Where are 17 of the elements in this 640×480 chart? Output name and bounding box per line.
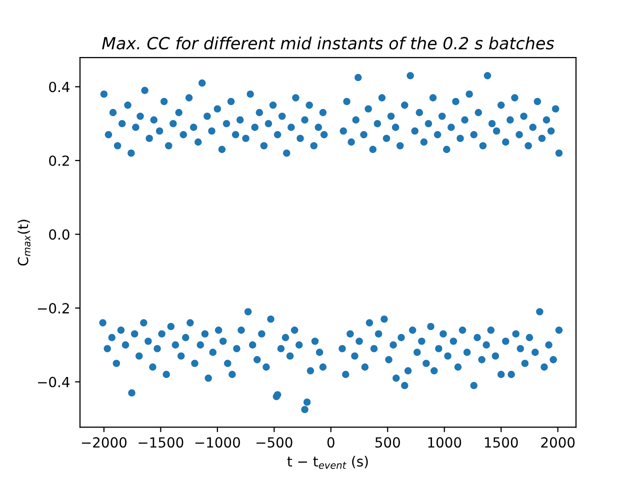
y-tick-label: −0.4 xyxy=(38,376,70,388)
chart-title: Max. CC for different mid instants of the 0.2 s batches xyxy=(102,36,554,50)
x-tick-label: 0 xyxy=(327,437,334,448)
y-tick-label: −0.2 xyxy=(38,303,69,314)
x-tick-label: 2000 xyxy=(541,437,575,448)
x-tick-label: −2000 xyxy=(82,437,127,448)
x-axis-title: t − t$_{event}$ (s) xyxy=(287,456,368,469)
x-tick-label: 500 xyxy=(375,437,400,448)
x-tick-label: −500 xyxy=(256,437,292,448)
y-tick-label: 0.4 xyxy=(49,82,70,92)
x-tick-label: −1000 xyxy=(195,437,240,448)
y-tick-label: 0.2 xyxy=(49,155,69,166)
x-tick-label: 1000 xyxy=(428,437,462,448)
y-tick-label: 0.0 xyxy=(49,229,70,240)
x-tick-label: −1500 xyxy=(138,437,184,448)
x-tick-label: 1500 xyxy=(484,437,518,448)
y-axis-title: C$_{max}$(t) xyxy=(18,220,31,266)
